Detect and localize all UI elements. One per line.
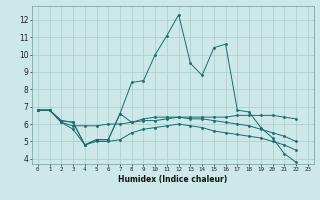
X-axis label: Humidex (Indice chaleur): Humidex (Indice chaleur) (118, 175, 228, 184)
